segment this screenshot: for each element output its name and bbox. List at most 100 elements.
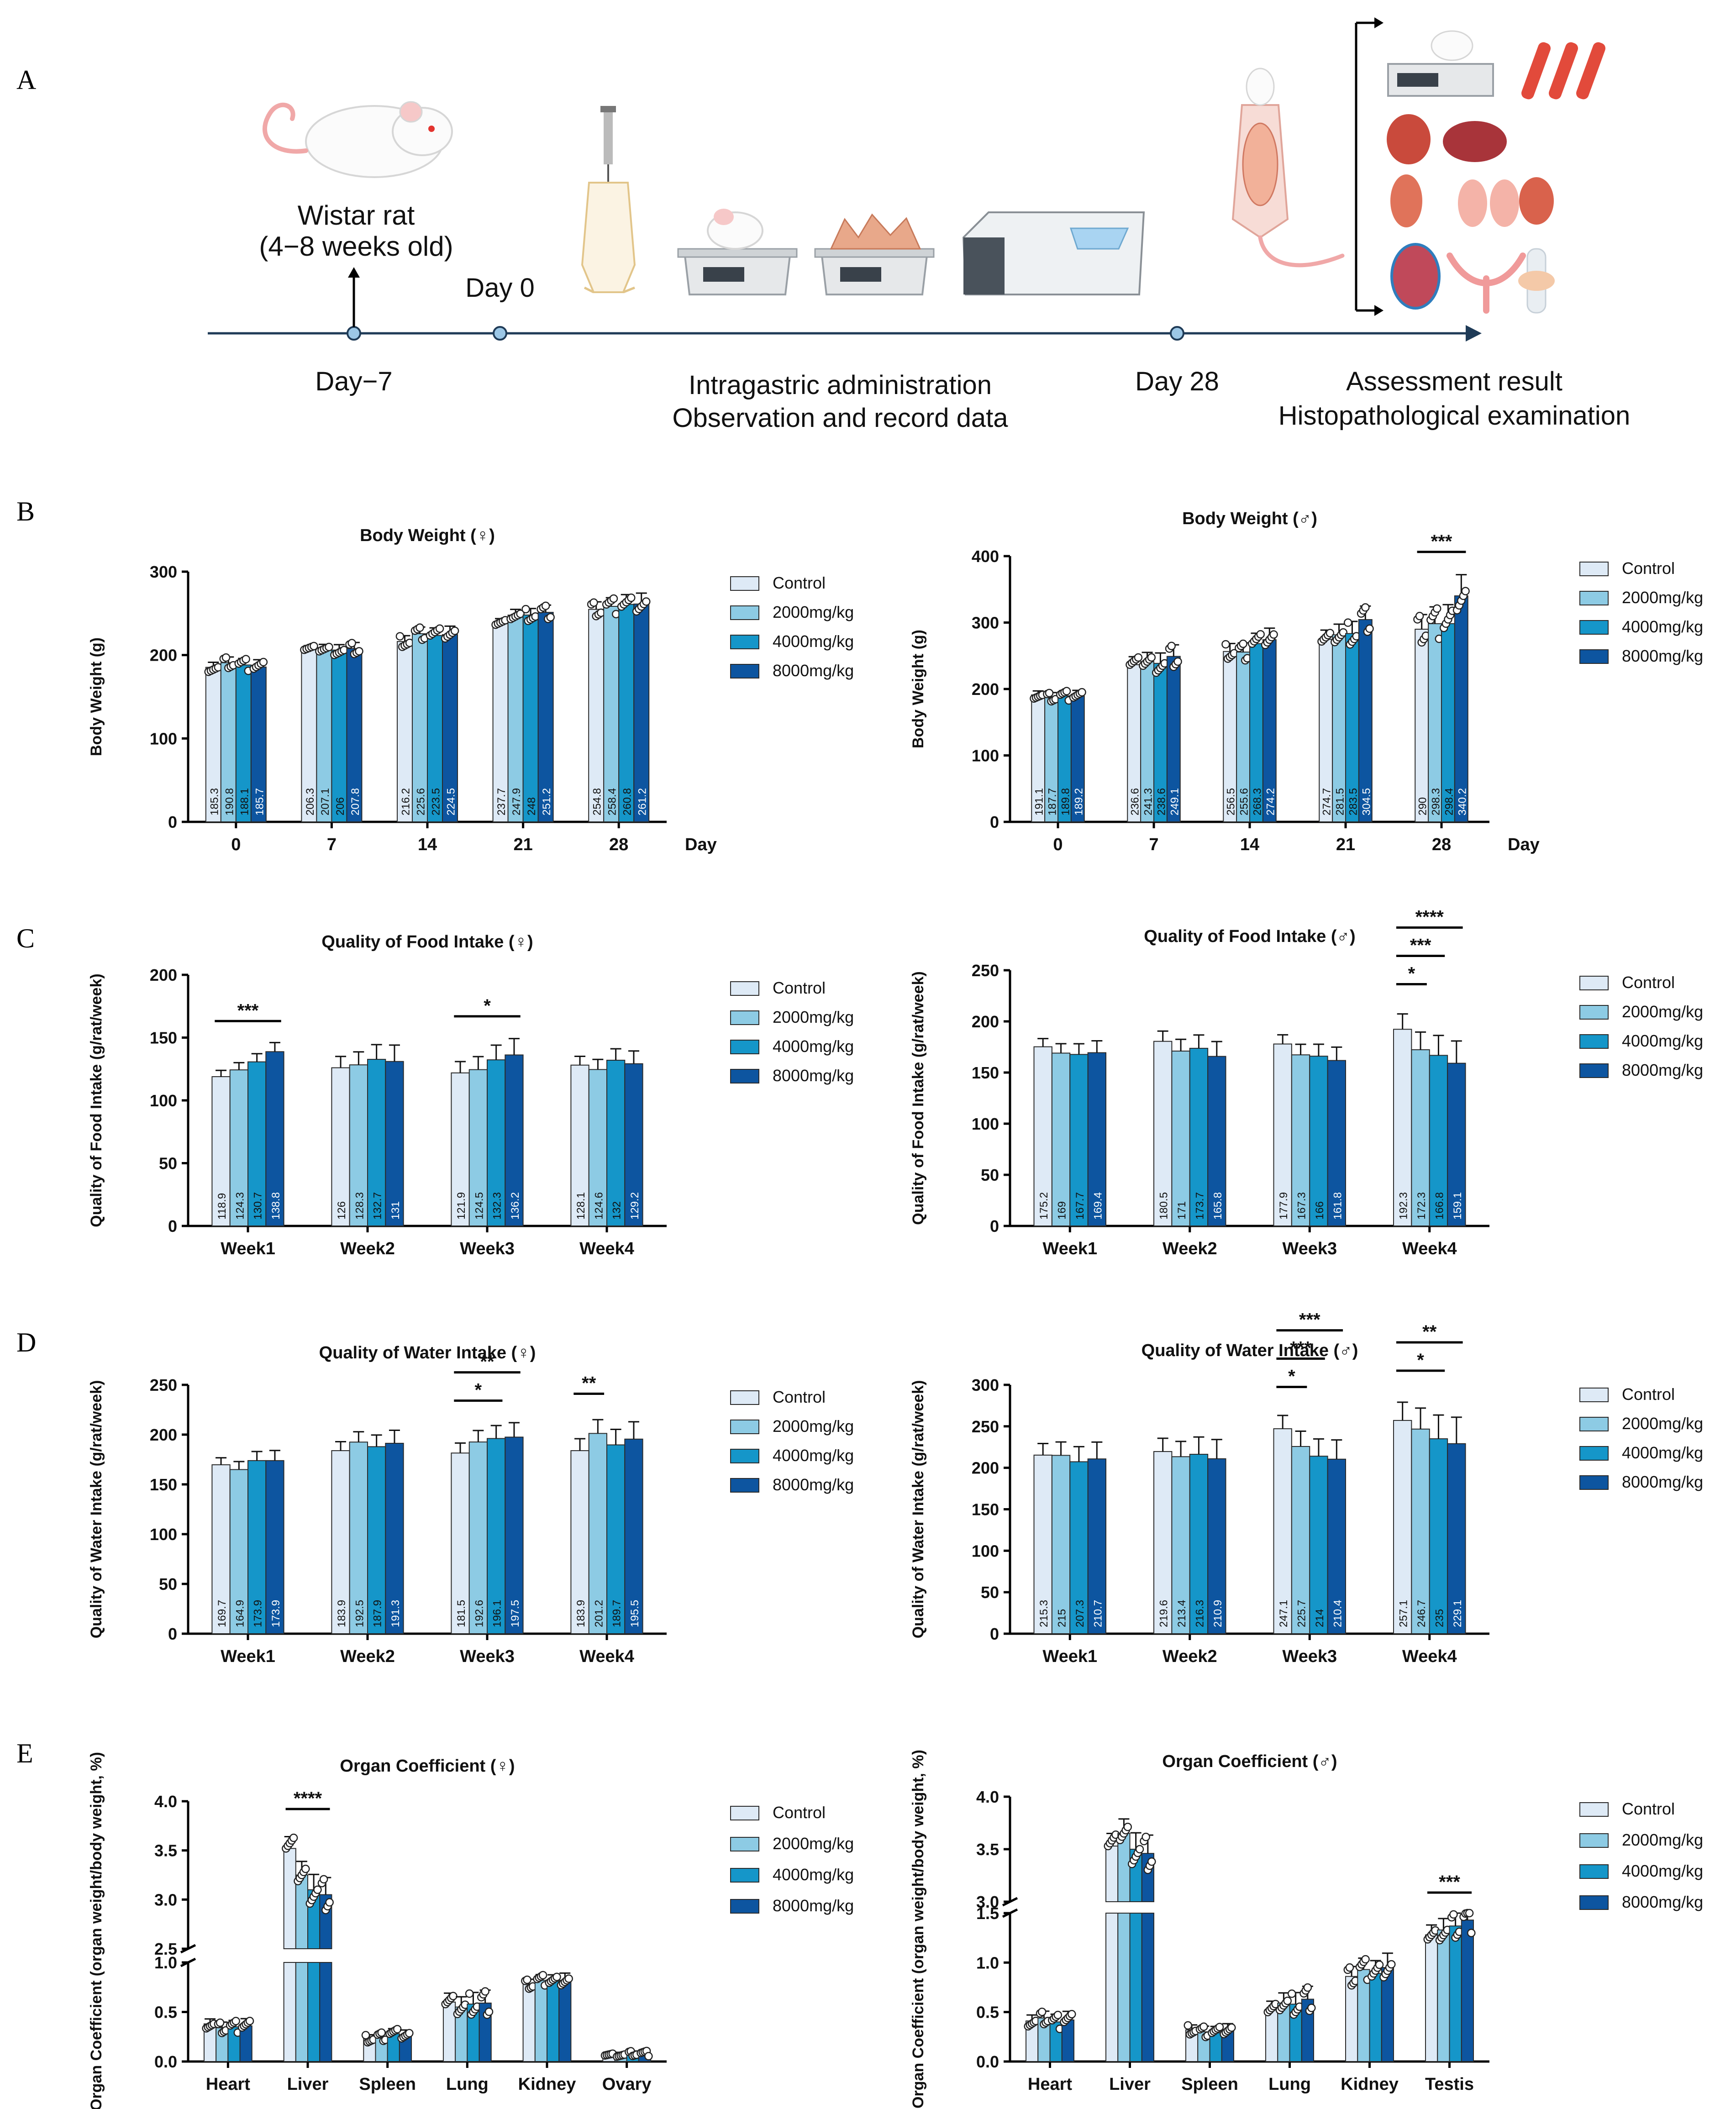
legend-swatch (1579, 620, 1609, 635)
bar (624, 1063, 643, 1226)
x-tick-label: 7 (1149, 835, 1158, 854)
legend-label: 8000mg/kg (773, 1066, 854, 1085)
bar-value-label: 166.8 (1433, 1192, 1446, 1220)
data-point (245, 2017, 254, 2025)
x-tick-label: 21 (1336, 835, 1355, 854)
y-axis-label: Organ Coefficient (organ weight/body wei… (88, 1752, 105, 2109)
bar (442, 2001, 456, 2062)
data-point (1345, 1963, 1354, 1972)
bar (1415, 629, 1429, 823)
day28-label: Day 28 (1135, 367, 1219, 396)
dissected-rat-illustration (1231, 68, 1345, 268)
bar-value-label: 136.2 (509, 1192, 521, 1220)
chart-organ-coefficient-female: Organ Coefficient (♀) Organ Coefficient (… (88, 1752, 854, 2109)
bar (331, 649, 347, 822)
bar-value-label: 169.4 (1092, 1192, 1104, 1220)
chart-title: Organ Coefficient (♀) (340, 1757, 515, 1776)
bar (522, 614, 539, 823)
bar-value-label: 132.3 (491, 1192, 504, 1220)
chart-organ-coefficient-male: Organ Coefficient (♂) Organ Coefficient (… (910, 1750, 1703, 2109)
significance-label: * (1288, 1367, 1295, 1387)
bar-value-label: 304.5 (1360, 788, 1373, 815)
bar-value-label: 206 (334, 797, 347, 815)
y-tick-label: 50 (981, 1583, 999, 1602)
bar (547, 1981, 560, 2062)
bar (1061, 2020, 1074, 2062)
bar (1411, 1428, 1430, 1635)
legend-swatch (1579, 1005, 1609, 1020)
panel-label-a: A (16, 65, 36, 95)
legend-swatch (730, 1478, 759, 1493)
bar (1327, 1060, 1346, 1227)
bar-value-label: 215 (1056, 1609, 1068, 1627)
bar (1209, 2032, 1222, 2062)
y-tick-label: 200 (150, 646, 177, 665)
bar-value-label: 192.6 (473, 1600, 485, 1627)
rat-age-label: (4−8 weeks old) (259, 231, 453, 262)
bar (427, 635, 443, 822)
y-tick-label: 3.5 (154, 1841, 177, 1860)
legend-swatch (1579, 1864, 1609, 1879)
bar-value-label: 185.3 (208, 788, 221, 815)
bar (295, 1874, 308, 1949)
data-point (325, 642, 333, 652)
bar-value-label: 251.2 (541, 788, 553, 815)
y-tick-label: 0 (990, 813, 999, 831)
bar-value-label: 216.3 (1194, 1600, 1206, 1627)
legend-swatch (1579, 562, 1609, 576)
panel-label-b: B (16, 496, 35, 526)
data-point (1375, 1960, 1384, 1969)
data-point (393, 2025, 402, 2034)
data-point (355, 647, 363, 656)
legend-swatch (730, 1069, 759, 1083)
bar-value-label: 128.1 (575, 1192, 587, 1220)
y-tick-label: 0.0 (976, 2052, 999, 2071)
bar (349, 1064, 368, 1227)
bar (1140, 661, 1154, 822)
bar-value-label: 249.1 (1168, 788, 1181, 815)
x-tick-label: 28 (609, 835, 628, 854)
bar-value-label: 235 (1433, 1609, 1446, 1627)
legend-label: 4000mg/kg (773, 632, 854, 651)
bar (385, 1061, 404, 1226)
legend-swatch (1579, 1063, 1609, 1078)
bar-value-label: 175.2 (1038, 1192, 1050, 1220)
bar-value-label: 171 (1176, 1201, 1188, 1220)
bar (1033, 1046, 1052, 1226)
panel-label-e: E (16, 1738, 33, 1768)
bar (522, 1983, 536, 2062)
bar-value-label: 180.5 (1158, 1192, 1170, 1220)
bar-value-label: 132 (611, 1201, 623, 1220)
legend-label: 2000mg/kg (773, 1008, 854, 1026)
x-tick-label: Lung (446, 2075, 489, 2094)
chart-title: Body Weight (♀) (360, 526, 495, 545)
bar-value-label: 132.7 (372, 1192, 384, 1220)
x-tick-label: 14 (1240, 835, 1259, 854)
data-point (1147, 653, 1156, 662)
bar-value-label: 258.4 (606, 788, 619, 815)
y-tick-label: 100 (150, 729, 177, 748)
data-point (221, 653, 231, 662)
y-tick-label: 0.5 (976, 2003, 999, 2022)
liver-icon (1443, 121, 1507, 162)
data-point (541, 601, 550, 610)
significance-label: *** (237, 1000, 259, 1020)
timeline-up-arrowhead (348, 267, 360, 278)
data-point (1361, 1955, 1370, 1964)
bar (1309, 1056, 1328, 1226)
bar-value-label: 206.3 (304, 788, 316, 815)
bar-value-label: 210.7 (1092, 1600, 1104, 1627)
bar-value-label: 229.1 (1452, 1600, 1464, 1627)
significance-label: * (1417, 1350, 1424, 1370)
data-point (449, 1992, 458, 2000)
bar-value-label: 118.9 (216, 1193, 228, 1220)
legend-label: Control (1622, 1385, 1675, 1404)
data-point (1365, 624, 1374, 633)
scale-rat-illustration (677, 209, 798, 295)
bar-value-label: 214 (1314, 1609, 1326, 1627)
bar (319, 1962, 332, 2062)
bar-value-label: 215.3 (1038, 1600, 1050, 1627)
x-tick-label: Spleen (1181, 2075, 1238, 2094)
procedure-label-2: Observation and record data (672, 403, 1008, 433)
bar (505, 1054, 524, 1226)
